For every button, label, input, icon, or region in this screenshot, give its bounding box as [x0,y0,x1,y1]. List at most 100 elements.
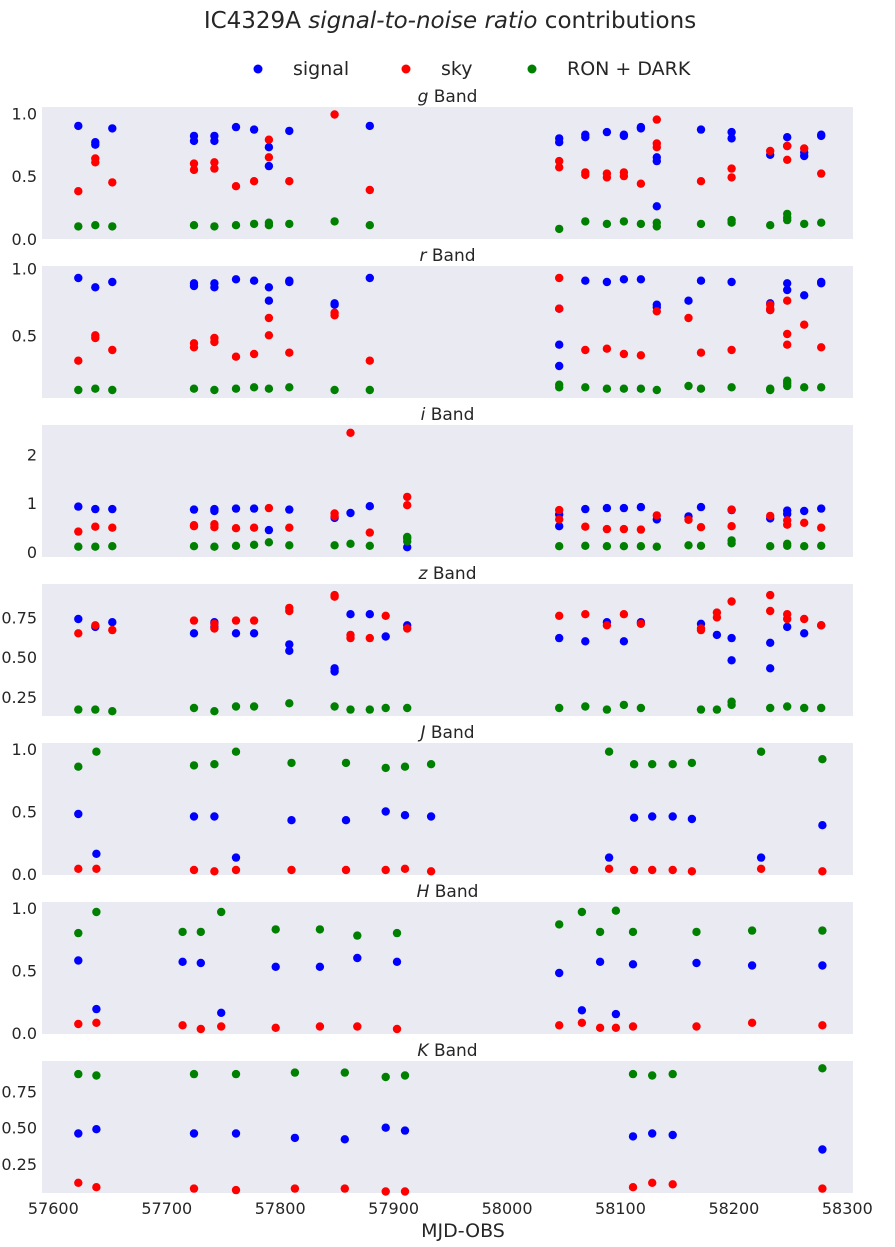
point-signal [365,121,374,131]
legend-marker-0 [253,64,263,74]
point-signal [555,361,564,371]
point-ron [818,1064,827,1073]
point-ron [629,760,639,769]
point-ron [189,542,199,551]
point-ron [783,381,792,391]
point-sky [692,1022,701,1031]
point-signal [346,508,355,518]
point-sky [330,512,339,521]
point-signal [249,276,259,285]
point-sky [108,178,117,187]
point-sky [687,867,697,876]
point-signal [231,629,241,638]
point-sky [800,614,809,624]
point-ron [74,1069,83,1079]
point-ron [91,542,100,551]
point-signal [636,124,646,133]
point-sky [747,1018,757,1027]
point-ron [817,383,826,392]
panel-title: J Band [417,723,474,743]
point-ron [381,703,390,713]
point-ron [636,219,646,229]
point-sky [581,522,590,531]
point-signal [403,543,412,552]
point-sky [727,522,736,531]
panel-band-suffix: Band [429,1041,478,1061]
point-signal [595,957,605,966]
point-sky [210,164,219,173]
point-sky [400,864,410,873]
point-sky [727,597,736,606]
point-signal [210,283,219,292]
point-sky [577,1018,587,1027]
point-signal [727,277,736,287]
panel-band: H [417,882,430,902]
point-signal [696,276,706,285]
point-ron [231,541,241,550]
point-ron [249,219,259,229]
panel-g: g Band 0.0 0.5 1.0 [12,87,853,249]
point-sky [619,524,629,534]
point-signal [189,281,199,291]
y-tick-label: 2 [27,445,37,464]
point-ron [555,920,564,929]
point-signal [766,664,775,673]
point-sky [817,343,826,352]
point-ron [285,699,294,708]
point-ron [264,384,274,393]
point-signal [727,656,736,665]
point-sky [285,348,294,357]
point-ron [727,383,736,392]
point-sky [403,492,412,502]
point-sky [285,606,294,616]
point-signal [353,953,362,963]
point-signal [340,1135,349,1144]
point-ron [108,542,117,551]
point-sky [652,511,661,520]
point-sky [766,146,775,156]
legend-label-2: RON + DARK [567,58,691,80]
point-ron [189,761,199,770]
panel-background [42,1061,853,1193]
panel-band-suffix: Band [429,882,478,902]
point-sky [210,624,219,633]
point-sky [636,525,646,534]
point-signal [231,275,241,284]
point-signal [264,161,274,171]
point-sky [264,313,274,323]
point-signal [287,816,296,825]
chart-title: IC4329A signal-to-noise ratio contributi… [204,8,696,34]
point-signal [264,296,274,305]
point-ron [696,541,706,550]
point-signal [365,502,374,511]
point-signal [766,638,775,647]
point-signal [581,276,590,285]
point-signal [800,291,809,300]
point-sky [766,590,775,600]
point-sky [210,523,219,532]
point-ron [74,762,83,771]
point-ron [581,383,590,392]
point-sky [365,528,374,537]
point-ron [231,702,241,711]
point-signal [555,968,564,978]
panel-background [42,902,853,1034]
point-signal [381,807,390,816]
point-ron [231,1069,241,1079]
point-signal [668,1130,677,1140]
point-ron [602,542,612,551]
legend-label-1: sky [441,58,472,80]
point-sky [636,619,646,628]
point-sky [668,1180,677,1189]
point-sky [555,304,564,313]
panel-title: K Band [417,1041,477,1061]
point-ron [636,384,646,393]
point-signal [92,1125,101,1134]
point-sky [189,865,199,875]
point-sky [108,625,117,635]
point-signal [783,509,792,519]
point-sky [817,523,826,532]
point-ron [74,222,83,231]
point-signal [800,151,809,161]
point-sky [696,625,706,635]
